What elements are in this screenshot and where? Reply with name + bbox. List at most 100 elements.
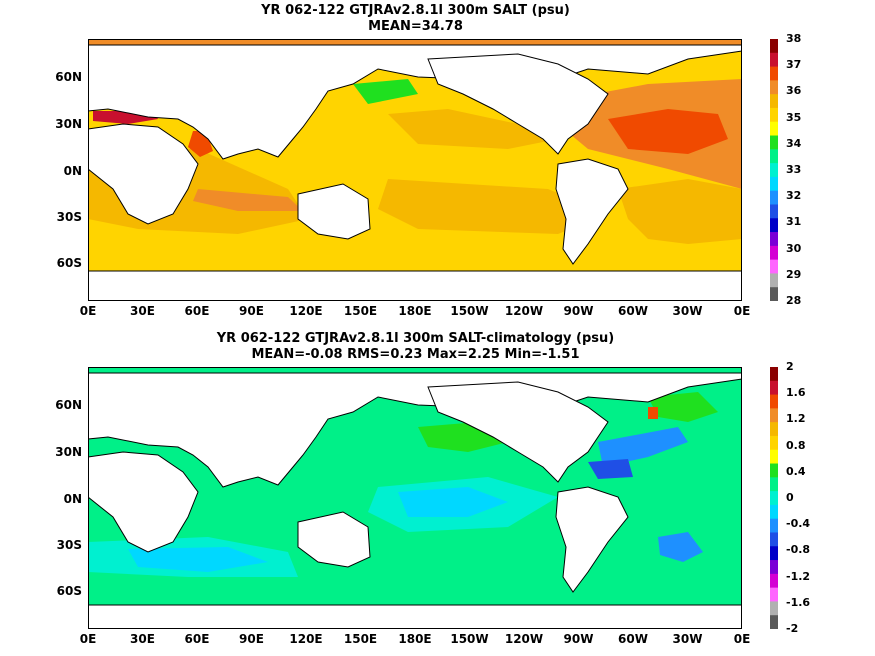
x-axis-tick-label: 150E <box>343 632 378 646</box>
panel1-title-line1: YR 062-122 GTJRAv2.8.1l 300m SALT (psu) <box>261 3 570 18</box>
anomaly-colorbar <box>770 367 778 629</box>
salt-colorbar <box>770 39 778 301</box>
australia-landmass <box>297 183 371 240</box>
colorbar-swatch <box>770 615 778 629</box>
salt-anomaly-map <box>88 367 742 629</box>
x-axis-tick-label: 30W <box>672 632 703 646</box>
colorbar-tick-label: -0.4 <box>786 517 811 531</box>
x-axis-tick-label: 0E <box>79 304 97 318</box>
colorbar-swatch <box>770 80 778 95</box>
indian-ocean-salty-band <box>193 189 303 211</box>
y-label-0n: 0N <box>63 492 82 506</box>
colorbar-tick-label: 2 <box>786 360 794 373</box>
y-label-0n: 0N <box>63 164 82 178</box>
x-axis-tick-label: 90W <box>563 304 594 318</box>
x-axis-tick-label: 60W <box>618 632 648 646</box>
colorbar-tick-label: 1.6 <box>786 386 806 400</box>
x-axis-tick-label: 0E <box>733 632 751 646</box>
southern-indian-cyan-anomaly <box>128 547 268 572</box>
colorbar-swatch <box>770 232 778 247</box>
colorbar-swatch <box>770 273 778 288</box>
x-axis-tick-label: 120E <box>289 304 323 318</box>
south-america-landmass <box>555 486 629 593</box>
antarctica-landmass <box>88 604 742 629</box>
colorbar-tick-label: 29 <box>786 267 802 281</box>
x-axis-tick-label: 60E <box>184 632 210 646</box>
south-atlantic-blue-anomaly <box>658 532 703 562</box>
north-america-landmass <box>427 53 609 155</box>
north-atlantic-positive-anomaly <box>648 392 718 422</box>
colorbar-swatch <box>770 52 778 68</box>
colorbar-swatch <box>770 560 778 575</box>
colorbar-swatch <box>770 259 778 274</box>
colorbar-swatch <box>770 190 778 205</box>
colorbar-swatch <box>770 66 778 81</box>
colorbar-swatch <box>770 149 778 164</box>
salt-map <box>88 39 742 301</box>
colorbar-swatch <box>770 532 778 547</box>
colorbar-swatch <box>770 394 778 409</box>
colorbar-swatch <box>770 422 778 437</box>
south-america-landmass <box>555 158 629 265</box>
colorbar-tick-label: -1.6 <box>786 595 811 609</box>
map-frame <box>88 367 742 629</box>
x-axis-tick-label: 30E <box>130 304 155 318</box>
x-axis-tick-label: 120E <box>289 632 323 646</box>
colorbar-swatch <box>770 367 778 382</box>
colorbar-tick-label: 0.8 <box>786 438 806 452</box>
colorbar-swatch <box>770 463 778 478</box>
pacific-cyan-anomaly <box>398 487 508 517</box>
colorbar-swatch <box>770 204 778 219</box>
y-label-60s: 60S <box>56 256 82 270</box>
colorbar-tick-label: 0.4 <box>786 464 806 478</box>
north-pacific-fresh-water <box>353 79 418 104</box>
colorbar-tick-label: 37 <box>786 58 802 72</box>
antarctica-landmass <box>88 270 742 301</box>
x-axis-tick-label: 180E <box>398 632 432 646</box>
y-label-60n: 60N <box>55 398 82 412</box>
x-axis-tick-label: 0E <box>733 304 751 318</box>
x-axis-tick-label: 150W <box>450 632 489 646</box>
colorbar-tick-label: 31 <box>786 215 802 229</box>
north-pacific-high-salinity-zone <box>388 109 558 149</box>
colorbar-swatch <box>770 546 778 561</box>
x-axis-tick-label: 60E <box>184 304 210 318</box>
colorbar-tick-label: -0.8 <box>786 543 811 557</box>
panel2-title-line2: MEAN=-0.08 RMS=0.23 Max=2.25 Min=-1.51 <box>251 347 580 362</box>
colorbar-swatch <box>770 601 778 616</box>
colorbar-swatch <box>770 435 778 451</box>
south-atlantic-high-salinity-zone <box>618 179 742 244</box>
colorbar-swatch <box>770 518 778 533</box>
gulf-stream-darkblue-anomaly <box>588 459 633 479</box>
colorbar-tick-label: 38 <box>786 32 802 45</box>
colorbar-swatch <box>770 408 778 423</box>
eurasia-landmass <box>88 372 742 488</box>
x-axis-tick-label: 150E <box>343 304 378 318</box>
africa-landmass <box>88 123 199 225</box>
x-axis-tick-label: 90E <box>239 304 264 318</box>
colorbar-swatch <box>770 121 778 137</box>
colorbar-tick-label: 0 <box>786 491 794 504</box>
colorbar-swatch <box>770 218 778 233</box>
x-axis-tick-label: 0E <box>79 632 97 646</box>
colorbar-swatch <box>770 504 778 520</box>
x-axis-tick-label: 120W <box>504 632 544 646</box>
colorbar-tick-label: 30 <box>786 241 802 255</box>
x-axis-tick-label: 30W <box>672 304 703 318</box>
colorbar-tick-label: 33 <box>786 163 802 176</box>
north-atlantic-blue-anomaly <box>598 427 688 467</box>
panel1-title-line2: MEAN=34.78 <box>368 19 463 34</box>
colorbar-tick-label: -2 <box>786 622 799 635</box>
y-label-30s: 30S <box>56 210 82 224</box>
y-label-30n: 30N <box>55 117 82 131</box>
colorbar-swatch <box>770 449 778 465</box>
y-label-60s: 60S <box>56 584 82 598</box>
x-axis-tick-label: 120W <box>504 304 544 318</box>
africa-landmass <box>88 451 199 553</box>
y-label-60n: 60N <box>55 70 82 84</box>
colorbar-swatch <box>770 163 778 178</box>
colorbar-tick-label: -1.2 <box>786 569 811 583</box>
x-axis-tick-label: 90E <box>239 632 264 646</box>
x-axis-tick-label: 60W <box>618 304 648 318</box>
eurasia-landmass <box>88 44 742 160</box>
